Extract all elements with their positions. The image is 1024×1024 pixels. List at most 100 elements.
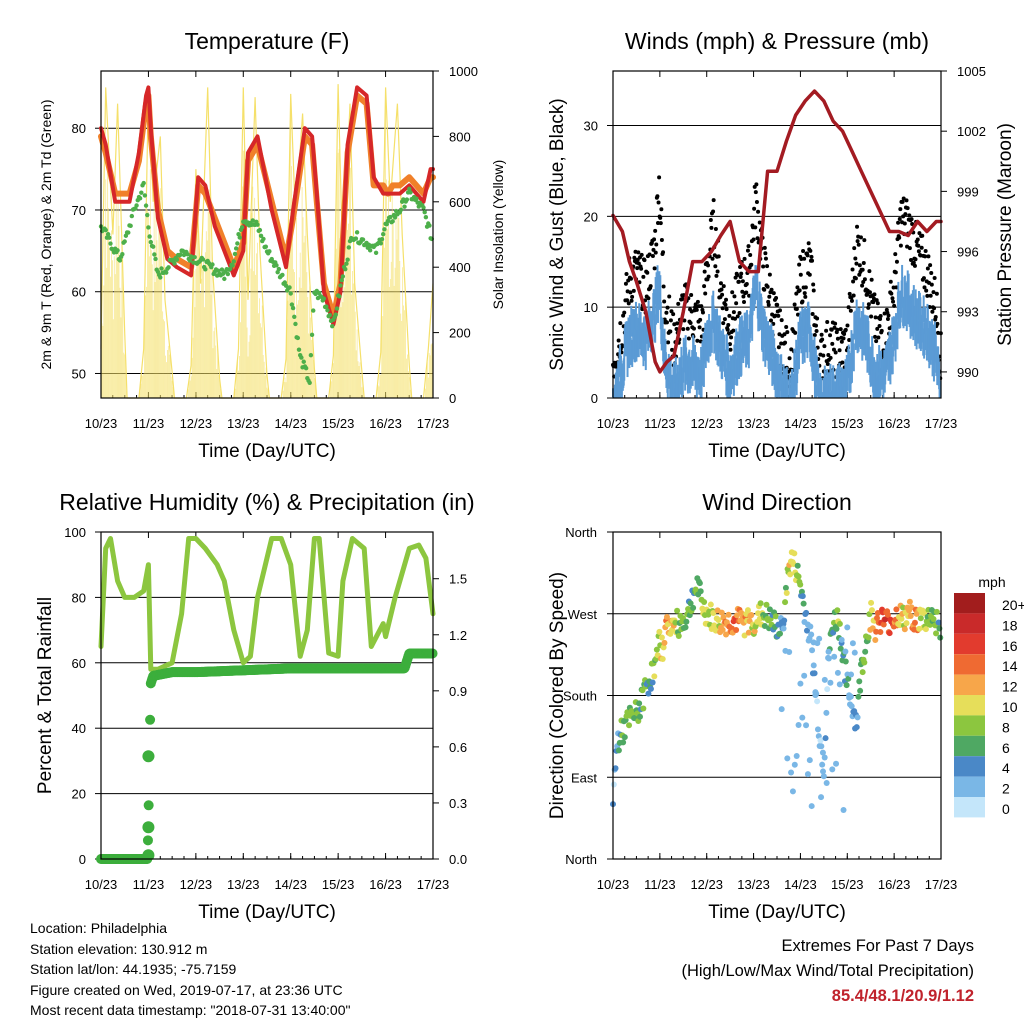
gust-point — [731, 310, 736, 315]
dewpoint-point — [324, 304, 329, 309]
direction-point — [661, 639, 668, 646]
recent-text: Most recent data timestamp: "2018-07-31 … — [30, 1002, 351, 1018]
temp2m-series — [99, 85, 435, 327]
colorbar-label: 2 — [1002, 781, 1010, 797]
gust-point — [725, 327, 730, 332]
gust-point — [647, 252, 652, 257]
dir-xtick-label: 12/23 — [690, 877, 723, 892]
gust-point — [748, 252, 753, 257]
gust-point — [861, 261, 866, 266]
gust-point — [876, 335, 881, 340]
dewpoint-point — [255, 222, 260, 227]
dewpoint-point — [303, 366, 309, 371]
dir-ytick-label: South — [563, 689, 597, 704]
gust-point — [803, 285, 808, 290]
gust-point — [765, 284, 770, 289]
direction-point — [854, 714, 861, 721]
gust-point — [782, 332, 787, 337]
rh-ylabel: Percent & Total Rainfall — [35, 597, 56, 794]
wind-y2label: Station Pressure (Maroon) — [995, 123, 1016, 346]
gust-point — [658, 215, 663, 220]
gust-point — [720, 292, 725, 297]
colorbar-swatch — [954, 593, 985, 614]
wind-xtick-label: 14/23 — [784, 416, 817, 431]
gust-point — [757, 220, 762, 225]
gust-point — [639, 266, 644, 271]
direction-point — [640, 705, 647, 712]
gust-point — [877, 324, 882, 329]
direction-point — [626, 722, 633, 729]
temp-xtick-label: 13/23 — [227, 416, 260, 431]
dewpoint-point — [388, 214, 393, 220]
gust-point — [866, 302, 871, 307]
direction-point — [799, 593, 806, 600]
direction-point — [810, 662, 817, 669]
gust-point — [867, 290, 872, 295]
gust-point — [875, 301, 880, 306]
gust-point — [838, 327, 843, 332]
direction-point — [610, 781, 617, 788]
gust-point — [727, 342, 732, 347]
direction-point — [838, 636, 845, 643]
gust-point — [822, 344, 827, 349]
gust-point — [793, 330, 798, 335]
gust-point — [702, 269, 707, 274]
gust-point — [867, 269, 872, 274]
gust-point — [884, 307, 889, 312]
gust-point — [737, 310, 742, 315]
gust-point — [909, 217, 914, 222]
dewpoint-point — [228, 266, 233, 272]
direction-point — [906, 598, 913, 605]
dewpoint-point — [287, 285, 292, 290]
direction-point — [823, 709, 830, 716]
dewpoint-point — [115, 248, 120, 253]
gust-point — [668, 318, 673, 323]
temp-y2label: Solar Insolation (Yellow) — [490, 160, 506, 310]
gust-point — [845, 323, 850, 328]
gust-point — [925, 266, 930, 271]
gust-point — [641, 274, 646, 279]
gust-point — [874, 339, 879, 344]
gust-point — [745, 248, 750, 253]
direction-point — [615, 747, 622, 754]
wind-y2tick-label: 1002 — [957, 124, 986, 139]
elevation-text: Station elevation: 130.912 m — [30, 940, 208, 957]
direction-point — [862, 648, 869, 655]
wind-y2tick-label: 996 — [957, 245, 979, 260]
gust-point — [929, 270, 934, 275]
direction-point — [621, 734, 628, 741]
direction-point — [787, 571, 794, 578]
dewpoint-point — [185, 252, 190, 257]
dewpoint-point — [427, 223, 432, 228]
dir-xtick-label: 15/23 — [831, 877, 864, 892]
direction-point — [701, 599, 708, 606]
direction-point — [783, 589, 790, 596]
gust-point — [896, 220, 901, 225]
dewpoint-point — [219, 267, 225, 272]
direction-point — [821, 676, 828, 683]
direction-point — [781, 617, 788, 624]
wind-xtick-label: 12/23 — [690, 416, 723, 431]
gust-point — [811, 282, 816, 287]
dir-xtick-label: 14/23 — [784, 877, 817, 892]
dewpoint-point — [382, 227, 387, 232]
direction-point — [795, 722, 802, 729]
gust-point — [675, 321, 680, 326]
gust-point — [829, 327, 834, 332]
location-text: Location: Philadelphia — [30, 920, 167, 936]
wind-plot-frame — [612, 70, 942, 399]
direction-point — [687, 600, 694, 607]
gust-point — [925, 293, 930, 298]
gust-point — [658, 221, 663, 226]
gust-point — [731, 328, 736, 333]
direction-point — [873, 614, 880, 621]
dewpoint-point — [158, 275, 163, 280]
gust-point — [932, 306, 937, 311]
direction-point — [784, 755, 791, 762]
precip-point — [145, 714, 156, 725]
gust-point — [711, 209, 716, 214]
gust-point — [728, 347, 733, 352]
dewpoint-point — [354, 230, 360, 235]
dewpoint-point — [334, 306, 340, 311]
